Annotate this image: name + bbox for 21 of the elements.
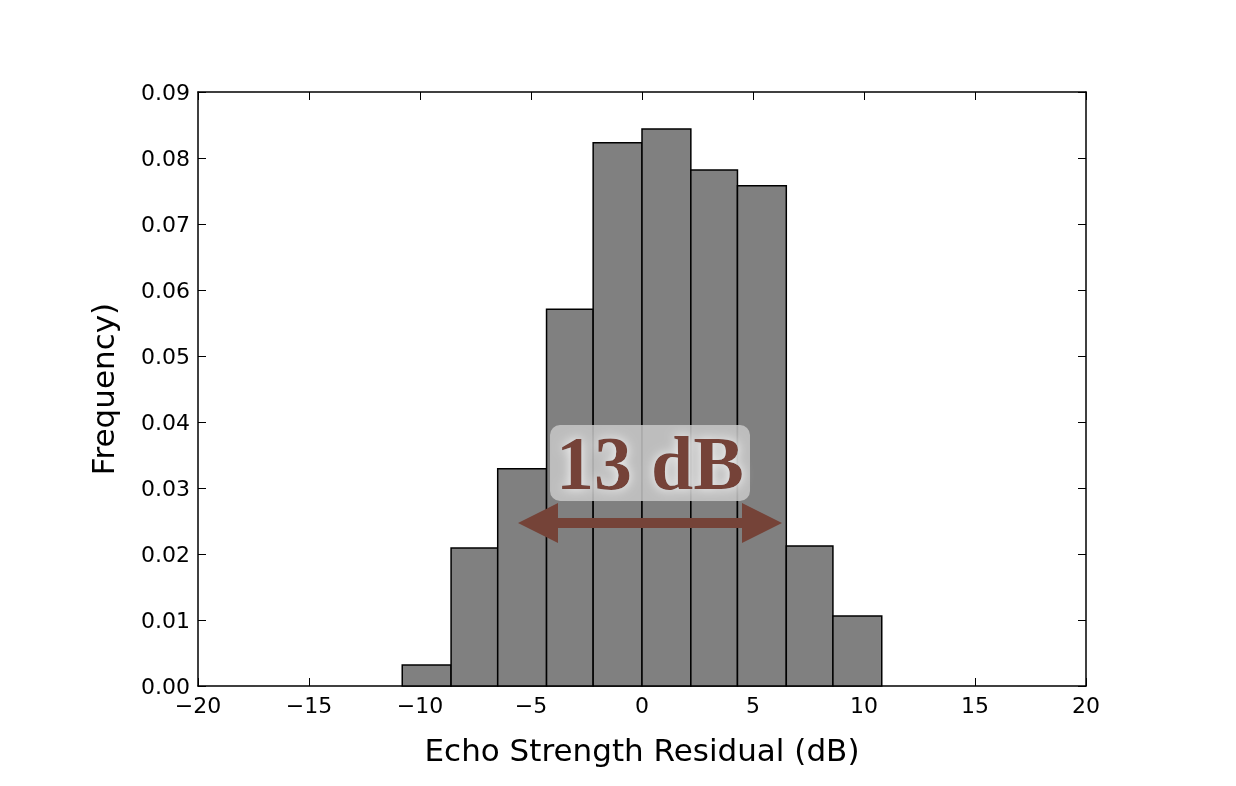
x-tick-label: 10 xyxy=(850,692,878,718)
x-tick-label: 20 xyxy=(1072,692,1100,718)
y-tick-label: 0.05 xyxy=(141,343,190,369)
x-tick-label: 5 xyxy=(746,692,760,718)
y-tick-label: 0.07 xyxy=(141,211,190,237)
y-tick-label: 0.09 xyxy=(141,79,190,105)
x-tick-label: −5 xyxy=(514,692,548,718)
x-tick-label: −15 xyxy=(285,692,333,718)
x-tick-label: −10 xyxy=(396,692,444,718)
x-tick-label: 0 xyxy=(635,692,649,718)
y-tick-label: 0.01 xyxy=(141,607,190,633)
y-tick-label: 0.00 xyxy=(141,673,190,699)
x-tick-label: 15 xyxy=(961,692,989,718)
y-tick-label: 0.02 xyxy=(141,541,190,567)
annotation: 13 dB xyxy=(556,421,744,505)
x-axis-title: Echo Strength Residual (dB) xyxy=(424,731,860,768)
y-tick-label: 0.04 xyxy=(141,409,190,435)
y-tick-label: 0.08 xyxy=(141,145,190,171)
y-tick-label: 0.03 xyxy=(141,475,190,501)
y-tick-label: 0.06 xyxy=(141,277,190,303)
y-axis-title: Frequency) xyxy=(84,302,121,476)
